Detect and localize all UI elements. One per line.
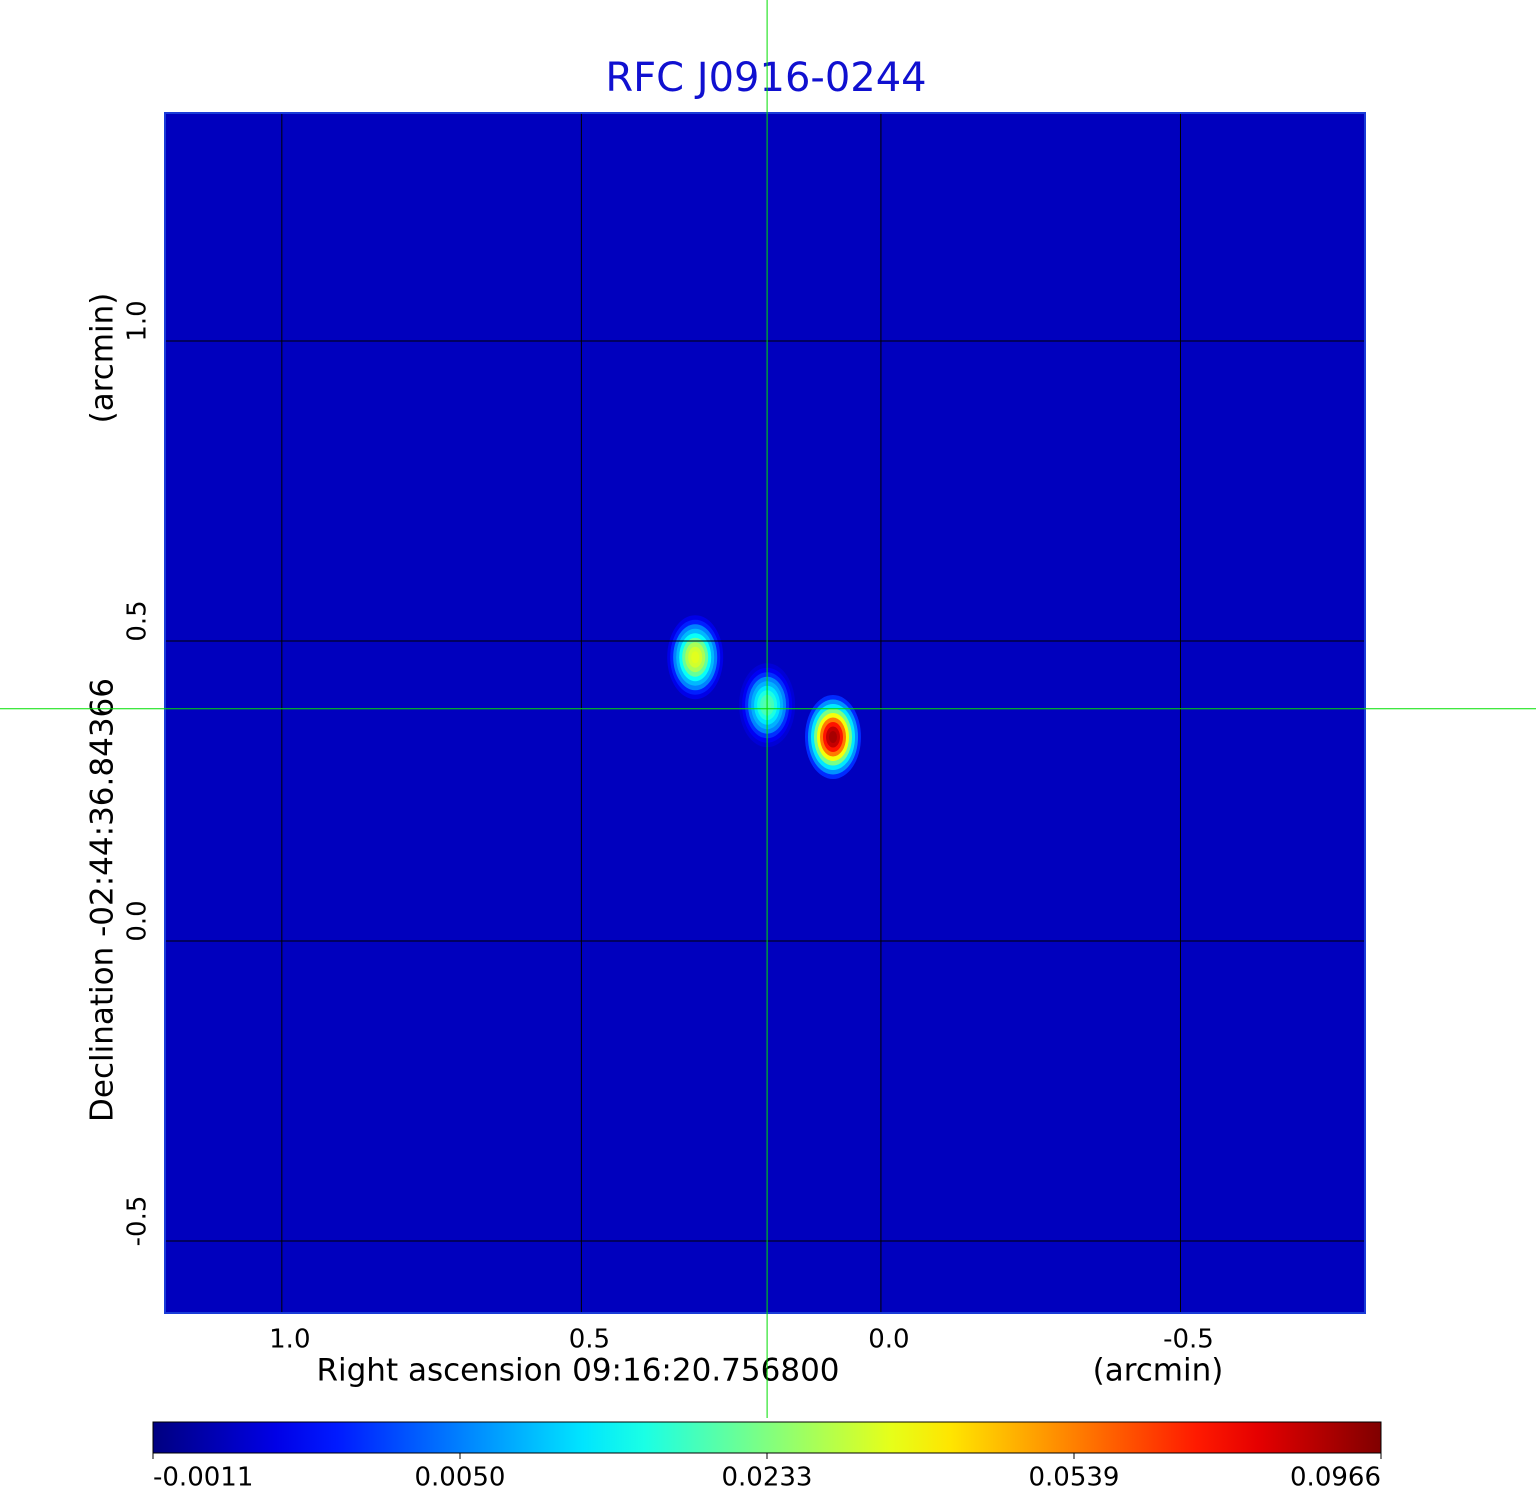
y-axis-unit: (arcmin): [85, 293, 121, 424]
x-tick-label: 0.5: [569, 1325, 610, 1355]
colorbar-tick-label: 0.0539: [1029, 1463, 1120, 1493]
source: [828, 731, 837, 743]
plot-frame: [164, 112, 1366, 1314]
x-tick-label: 1.0: [269, 1325, 310, 1355]
y-tick-label: 0.0: [123, 900, 153, 941]
colorbar-tick-label: 0.0050: [415, 1463, 506, 1493]
y-tick-label: -0.5: [123, 1196, 153, 1247]
colorbar-tick-label: -0.0011: [153, 1463, 253, 1493]
colorbar: [152, 1421, 1382, 1454]
colorbar-tick-label: 0.0966: [1290, 1463, 1381, 1493]
chart-title: RFC J0916-0244: [605, 55, 926, 101]
image: [165, 113, 1365, 1313]
y-tick-label: 0.5: [123, 600, 153, 641]
x-tick-label: -0.5: [1163, 1325, 1214, 1355]
y-tick-label: 1.0: [123, 300, 153, 341]
colorbar-tick-label: 0.0233: [722, 1463, 813, 1493]
x-tick-label: 0.0: [868, 1325, 909, 1355]
x-axis-unit: (arcmin): [1093, 1353, 1224, 1389]
y-axis-label: Declination -02:44:36.84366: [85, 678, 121, 1122]
source: [691, 651, 700, 664]
x-axis-label: Right ascension 09:16:20.756800: [316, 1353, 839, 1389]
